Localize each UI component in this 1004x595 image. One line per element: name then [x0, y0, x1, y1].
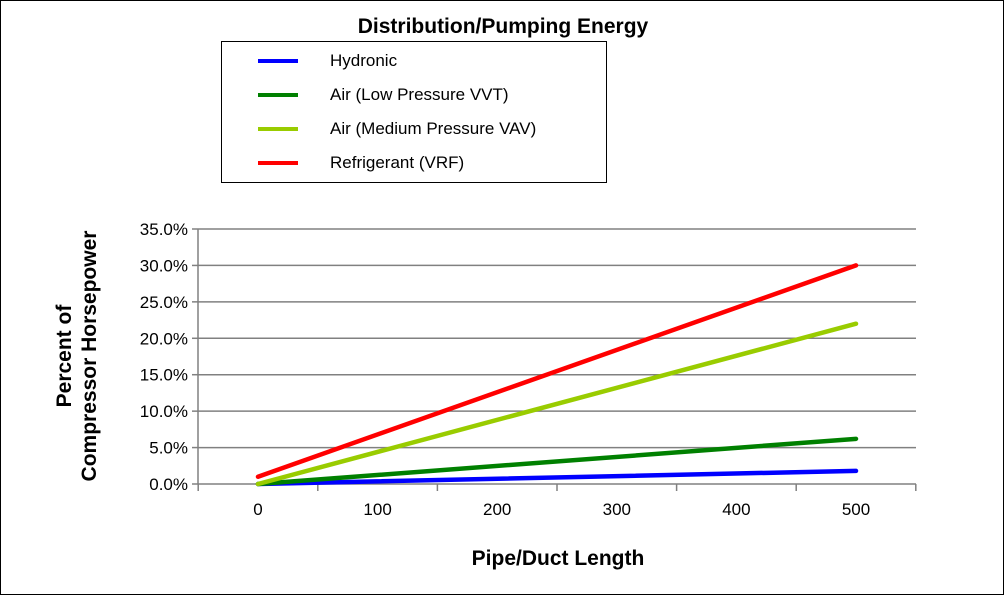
legend-label: Air (Medium Pressure VAV) [330, 119, 537, 138]
legend-swatch [258, 161, 298, 165]
legend-item: Air (Medium Pressure VAV) [222, 116, 606, 142]
x-axis-label: Pipe/Duct Length [471, 547, 645, 570]
y-tick-label: 15.0% [140, 366, 188, 385]
y-tick-label: 30.0% [140, 256, 188, 275]
x-tick-label: 300 [603, 500, 631, 519]
series-line-2 [255, 321, 859, 487]
x-tick-label: 400 [722, 500, 750, 519]
legend-item: Hydronic [222, 48, 606, 74]
x-tick-label: 100 [363, 500, 391, 519]
series-line-1 [255, 436, 859, 487]
legend: Hydronic Air (Low Pressure VVT) Air (Mediu… [221, 41, 607, 183]
legend-swatch [258, 127, 298, 131]
legend-label: Air (Low Pressure VVT) [330, 85, 509, 104]
legend-item: Refrigerant (VRF) [222, 150, 606, 176]
chart-title: Distribution/Pumping Energy [357, 15, 649, 38]
x-tick-label: 500 [842, 500, 870, 519]
y-tick-label: 35.0% [140, 220, 188, 239]
x-tick-label: 200 [483, 500, 511, 519]
series-line-3 [255, 263, 859, 479]
legend-swatch [258, 93, 298, 97]
y-tick-label: 10.0% [140, 402, 188, 421]
y-tick-label: 0.0% [149, 475, 188, 494]
legend-label: Hydronic [330, 51, 398, 70]
x-tick-label: 0 [253, 500, 262, 519]
y-tick-label: 20.0% [140, 329, 188, 348]
y-tick-label: 25.0% [140, 293, 188, 312]
legend-item: Air (Low Pressure VVT) [222, 82, 606, 108]
legend-swatch [258, 59, 298, 63]
y-tick-label: 5.0% [149, 439, 188, 458]
series-line-0 [255, 468, 859, 487]
legend-label: Refrigerant (VRF) [330, 153, 465, 172]
